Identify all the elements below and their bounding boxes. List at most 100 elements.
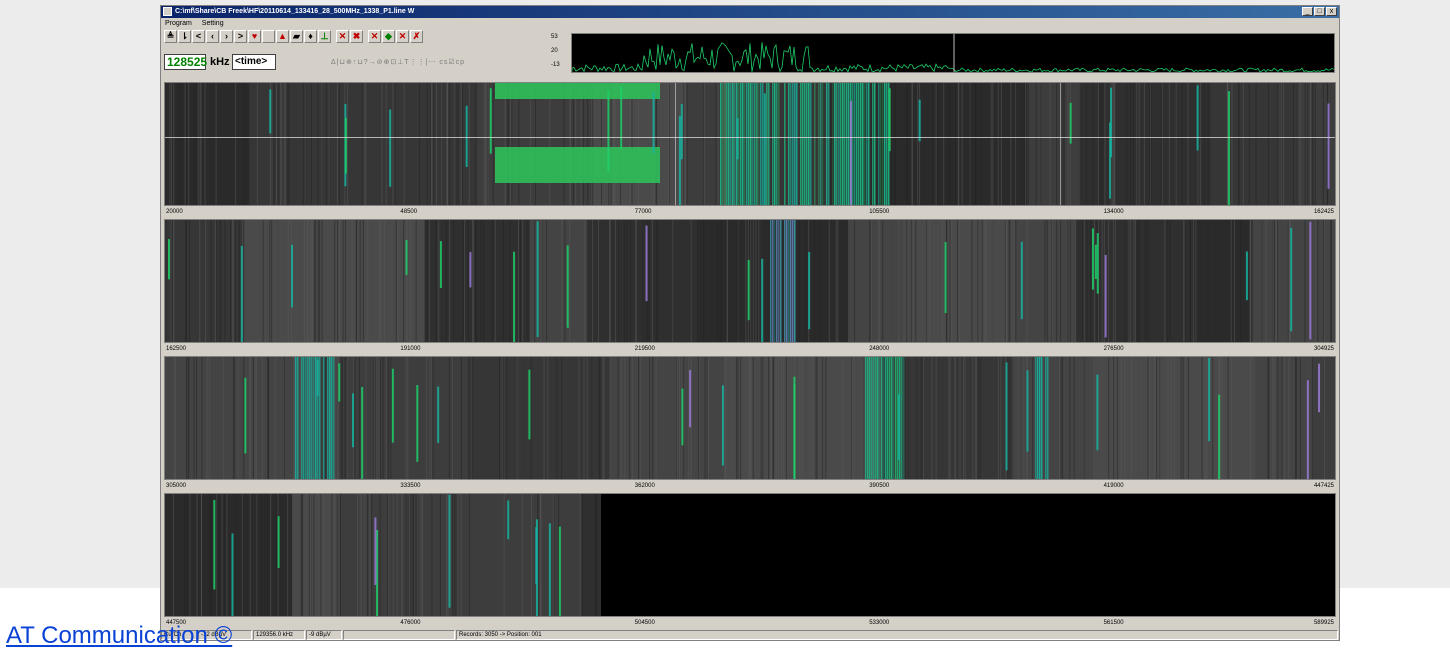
prev-button[interactable]: ‹ — [206, 30, 219, 43]
waterfall-noise — [379, 494, 381, 616]
waterfall-signal — [860, 83, 862, 205]
waterfall-noise — [868, 220, 870, 342]
waterfall-noise — [1288, 357, 1290, 479]
waterfall-noise — [199, 83, 201, 205]
marker-button[interactable]: ♥ — [248, 30, 261, 43]
waterfall-noise — [888, 357, 890, 479]
waterfall-signal — [882, 83, 884, 205]
waterfall-noise — [748, 357, 750, 479]
waterfall-noise — [725, 220, 727, 342]
waterfall-signal — [810, 83, 812, 205]
waterfall-noise — [579, 494, 581, 616]
delete-marked-button[interactable]: ◆ — [382, 30, 395, 43]
waterfall-noise — [907, 357, 909, 479]
spectrum-display[interactable] — [571, 33, 1335, 73]
waterfall-signal — [780, 220, 782, 342]
waterfall-panel-1[interactable] — [164, 82, 1336, 206]
waterfall-noise — [717, 83, 719, 205]
waterfall-carrier — [747, 259, 750, 321]
blank-button[interactable] — [262, 30, 275, 43]
waterfall-noise — [1113, 357, 1115, 479]
find-button[interactable]: ♦ — [304, 30, 317, 43]
waterfall-noise — [499, 357, 501, 479]
delete-range-button[interactable]: ✕ — [396, 30, 409, 43]
waterfall-signal — [856, 83, 858, 205]
palette-button[interactable]: ▲ — [276, 30, 289, 43]
waterfall-noise — [702, 83, 704, 205]
waterfall-noise — [1168, 83, 1170, 205]
waterfall-signal — [748, 83, 750, 205]
waterfall-signal — [858, 83, 860, 205]
step-button[interactable]: ⇂ — [178, 30, 191, 43]
waterfall-noise — [1023, 357, 1025, 479]
cut-all-button[interactable]: ✖ — [350, 30, 363, 43]
waterfall-noise — [188, 357, 190, 479]
waterfall-noise — [1067, 220, 1069, 342]
waterfall-panel-4[interactable] — [164, 493, 1336, 617]
waterfall-noise — [215, 83, 217, 205]
waterfall-noise — [226, 494, 228, 616]
waterfall-noise — [508, 83, 510, 205]
waterfall-canvas-1 — [165, 83, 1335, 205]
waterfall-noise — [948, 357, 950, 479]
waterfall-noise — [365, 83, 367, 205]
waterfall-noise — [315, 220, 317, 342]
minimize-button[interactable]: _ — [1302, 7, 1313, 16]
waterfall-noise — [307, 220, 309, 342]
app-window: C:\mf\Share\CB Freek\HF\20110614_133416_… — [160, 5, 1340, 641]
waterfall-noise — [1265, 220, 1267, 342]
waterfall-noise — [317, 83, 319, 205]
waterfall-cursor-vertical — [675, 83, 676, 205]
menu-program[interactable]: Program — [165, 20, 192, 27]
waterfall-noise — [869, 220, 871, 342]
waterfall-noise — [750, 357, 752, 479]
waterfall-noise — [446, 83, 448, 205]
waterfall-noise — [1287, 220, 1289, 342]
waterfall-carrier — [763, 93, 766, 205]
waterfall-noise — [1143, 83, 1145, 205]
waterfall-panel-3[interactable] — [164, 356, 1336, 480]
waterfall-noise — [329, 83, 331, 205]
frequency-field[interactable]: 128525 — [164, 54, 207, 70]
waterfall-panel-2[interactable] — [164, 219, 1336, 343]
waterfall-noise — [308, 494, 310, 616]
waterfall-noise — [814, 220, 816, 342]
waterfall-noise — [866, 357, 868, 479]
maximize-button[interactable]: □ — [1314, 7, 1325, 16]
waterfall-signal — [303, 357, 305, 479]
axis-tick-label: 589925 — [1313, 620, 1334, 626]
waterfall-noise — [306, 220, 308, 342]
waterfall-background — [473, 357, 610, 479]
level-button[interactable]: ⊥ — [318, 30, 331, 43]
waterfall-noise — [403, 83, 405, 205]
waterfall-noise — [778, 357, 780, 479]
next-button[interactable]: › — [220, 30, 233, 43]
cut-button[interactable]: ✕ — [336, 30, 349, 43]
menu-setting[interactable]: Setting — [201, 20, 224, 27]
copyright-link[interactable]: AT Communication © — [6, 622, 233, 649]
delete-button[interactable]: ✕ — [368, 30, 381, 43]
time-field[interactable]: <time> — [232, 54, 276, 70]
waterfall-signal — [889, 357, 891, 479]
open-button[interactable]: ▰ — [290, 30, 303, 43]
waterfall-noise — [814, 83, 816, 205]
waterfall-signal — [784, 83, 786, 205]
delete-other-button[interactable]: ✗ — [410, 30, 423, 43]
waterfall-noise — [785, 357, 787, 479]
waterfall-carrier — [1327, 103, 1330, 189]
waterfall-signal — [752, 83, 754, 205]
secondary-toolbar[interactable]: Δ|⊔⊕↑⊔?→⊘⊕⊡⊥T⋮⋮|⋯ cs☑cp — [331, 59, 466, 66]
next-far-button[interactable]: > — [234, 30, 247, 43]
waterfall-noise — [1038, 357, 1040, 479]
waterfall-noise — [530, 357, 532, 479]
waterfall-noise — [527, 220, 529, 342]
waterfall-noise — [447, 83, 449, 205]
waterfall-noise — [1130, 220, 1132, 342]
waterfall-noise — [919, 83, 921, 205]
close-button[interactable]: x — [1326, 7, 1337, 16]
prev-far-button[interactable]: < — [192, 30, 205, 43]
waterfall-noise — [362, 220, 364, 342]
waterfall-noise — [561, 220, 563, 342]
waterfall-signal — [869, 357, 871, 479]
record-button[interactable]: ≜ — [164, 30, 177, 43]
